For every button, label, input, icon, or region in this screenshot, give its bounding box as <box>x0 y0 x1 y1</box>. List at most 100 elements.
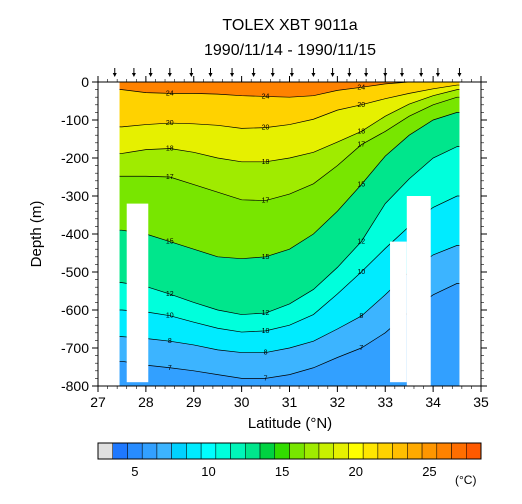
x-tick-label: 34 <box>425 394 441 410</box>
temperature-band <box>98 146 481 333</box>
temperature-band <box>98 89 481 201</box>
no-data-region <box>98 82 120 386</box>
colorbar-tick-label: 10 <box>201 464 215 479</box>
contour-label: 10 <box>262 328 270 335</box>
contour-label: 15 <box>357 182 365 189</box>
colorbar-swatch <box>230 442 246 460</box>
colorbar-swatch <box>200 442 217 460</box>
contour-label: 17 <box>166 174 174 181</box>
colorbar-swatch <box>215 442 231 460</box>
station-arrowhead <box>148 73 153 77</box>
temperature-band <box>98 283 481 386</box>
contour-label: 20 <box>357 102 365 109</box>
y-axis: 0 -100 -200 -300 -400 -500 -600 -700 -800 <box>61 74 487 394</box>
colorbar-swatch <box>186 442 202 460</box>
colorbar-swatch <box>451 442 467 460</box>
colorbar-swatch <box>348 442 364 460</box>
colorbar-tick-label: 15 <box>275 464 289 479</box>
contour-label: 7 <box>168 365 172 372</box>
contour-label: 18 <box>357 128 365 135</box>
contour-label: 8 <box>264 350 268 357</box>
colorbar-swatch <box>318 442 334 460</box>
x-tick-label: 28 <box>138 394 154 410</box>
colorbar-swatch <box>362 442 379 460</box>
contour-label: 8 <box>359 313 363 320</box>
contour-label: 17 <box>262 198 270 205</box>
colorbar-swatch <box>141 442 158 460</box>
y-tick-label: -700 <box>61 340 89 356</box>
y-tick-label: 0 <box>81 74 89 90</box>
contour-label: 20 <box>166 120 174 127</box>
colorbar: 5 10 15 20 25 <box>97 442 482 479</box>
station-arrowhead <box>270 73 275 77</box>
station-arrowhead <box>435 73 440 77</box>
temperature-band <box>98 112 481 315</box>
contour-label: 15 <box>262 254 270 261</box>
isotherm-line <box>98 96 481 201</box>
station-arrowhead <box>383 73 388 77</box>
y-tick-label: -800 <box>61 378 89 394</box>
y-axis-label: Depth (m) <box>28 201 45 268</box>
colorbar-swatch <box>97 442 113 460</box>
contour-label: 18 <box>262 159 270 166</box>
contour-label: 12 <box>262 310 270 317</box>
isotherm-line <box>98 84 481 129</box>
station-markers <box>112 68 462 77</box>
colorbar-swatch <box>333 442 349 460</box>
contour-labels: 24 24 24 20 20 20 18 18 18 17 17 17 15 15 15 12 12 12 10 10… <box>166 84 365 382</box>
contour-label: 7 <box>264 375 268 382</box>
contour-label: 24 <box>262 93 270 100</box>
contour-label: 24 <box>166 90 174 97</box>
x-tick-label: 30 <box>234 394 250 410</box>
temperature-band <box>98 85 481 162</box>
station-arrowhead <box>208 73 213 77</box>
contour-label: 15 <box>166 239 174 246</box>
no-data-region <box>390 241 407 383</box>
colorbar-swatch <box>156 442 172 460</box>
chart-subtitle: 1990/11/14 - 1990/11/15 <box>204 42 376 59</box>
colorbar-swatch <box>127 442 143 460</box>
station-arrowhead <box>400 73 405 77</box>
colorbar-swatch <box>245 442 261 460</box>
colorbar-swatch <box>436 442 452 460</box>
y-tick-label: -100 <box>61 112 89 128</box>
contour-label: 12 <box>166 291 174 298</box>
no-data-region <box>459 82 481 386</box>
colorbar-swatch <box>466 442 482 460</box>
no-data-region <box>126 203 149 383</box>
isotherm-line <box>98 146 481 315</box>
chart-title: TOLEX XBT 9011a <box>222 17 357 34</box>
isotherm-line <box>98 112 481 260</box>
colorbar-frame <box>97 442 482 460</box>
plot-area: 24 24 24 20 20 20 18 18 18 17 17 17 15 15 15 12 12 12 10 10… <box>97 81 482 387</box>
colorbar-swatch <box>171 442 187 460</box>
isotherm-line <box>98 82 481 98</box>
y-tick-label: -400 <box>61 226 89 242</box>
no-data-regions <box>98 82 481 386</box>
contour-label: 7 <box>359 345 363 352</box>
colorbar-swatch <box>421 442 438 460</box>
station-arrowhead <box>457 73 462 77</box>
x-tick-label: 33 <box>377 394 393 410</box>
contour-label: 24 <box>357 84 365 91</box>
station-arrowhead <box>311 73 316 77</box>
station-arrowhead <box>347 73 352 77</box>
y-tick-label: -200 <box>61 150 89 166</box>
y-tick-label: -500 <box>61 264 89 280</box>
station-arrowhead <box>167 73 172 77</box>
no-data-region <box>406 196 431 386</box>
contour-label: 18 <box>166 146 174 153</box>
station-arrowhead <box>131 73 136 77</box>
colorbar-units: (°C) <box>455 473 476 487</box>
isotherm-line <box>98 89 481 163</box>
x-tick-label: 32 <box>330 394 346 410</box>
x-axis-label: Latitude (°N) <box>248 415 332 432</box>
station-arrowhead <box>419 73 424 77</box>
station-arrowhead <box>289 73 294 77</box>
temperature-band <box>98 97 481 259</box>
x-tick-label: 35 <box>473 394 489 410</box>
station-arrowhead <box>364 73 369 77</box>
colorbar-tick-label: 20 <box>349 464 363 479</box>
colorbar-swatch <box>112 442 128 460</box>
